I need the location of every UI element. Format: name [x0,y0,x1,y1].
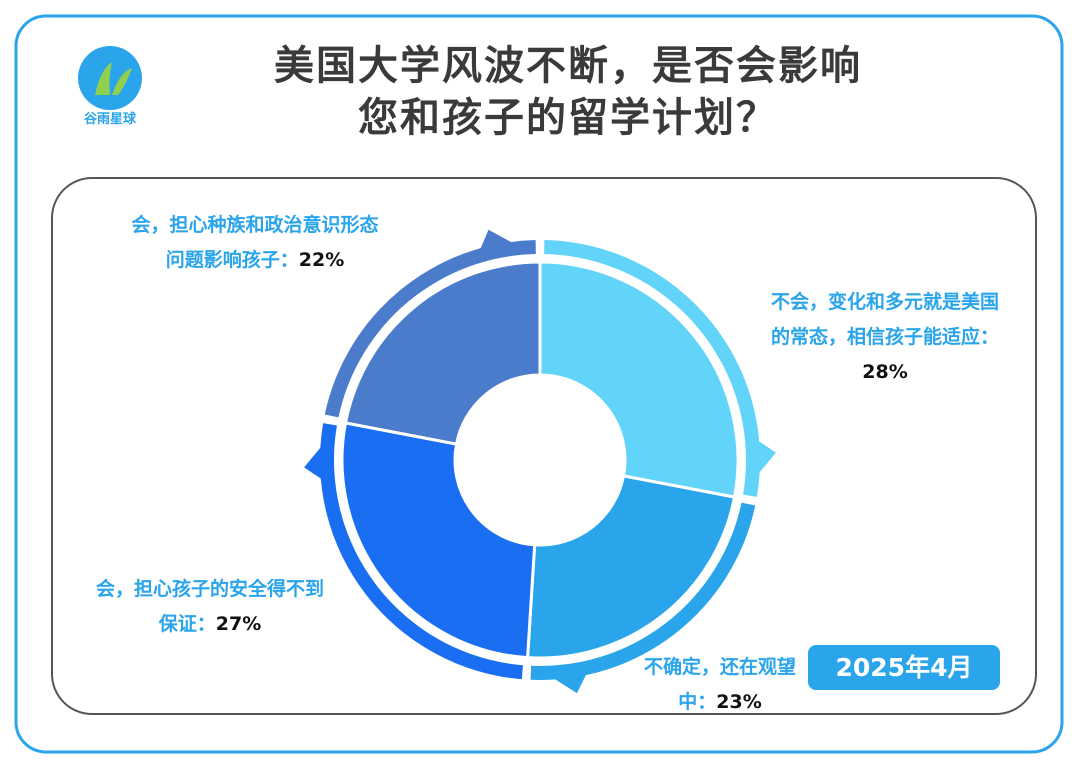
ring-arc [530,502,756,680]
logo-icon [78,46,142,110]
category-label: 不会，变化和多元就是美国的常态，相信孩子能适应： [770,291,999,348]
pie [304,229,776,694]
category-label: 不确定，还在观望中： [643,656,796,713]
outer-frame [14,14,1064,754]
logo-leaf [112,68,132,95]
pie-slice [340,421,537,660]
slice-label: 会，担心种族和政治意识形态问题影响孩子：22% [128,208,382,278]
ring-pointer [552,661,593,694]
pie-slice [525,474,737,660]
slice-label: 会，担心孩子的安全得不到保证：27% [95,572,325,642]
category-label: 会，担心种族和政治意识形态问题影响孩子： [131,214,379,271]
slice-label: 不会，变化和多元就是美国的常态，相信孩子能适应： 28% [765,285,1005,390]
chart-title: 美国大学风波不断，是否会影响您和孩子的留学计划？ [274,43,862,141]
value-label: 27% [215,613,262,635]
logo-leaf [95,62,112,95]
value-label: 22% [298,249,345,271]
pie-slice [343,260,542,446]
value-label: 23% [716,691,762,713]
ring-pointer [474,229,514,263]
ring-pointer [746,432,776,475]
logo-text: 谷雨星球 [83,112,136,127]
ring-arc [324,240,536,418]
value-label: 28% [862,361,908,383]
pie-slice [538,260,740,499]
ring-pointer [304,445,334,488]
chart-frame [51,177,1037,715]
date-badge: 2025年4月 [808,645,1000,690]
slice-label: 不确定，还在观望中：23% [640,650,800,720]
category-label: 会，担心孩子的安全得不到保证： [95,578,324,635]
